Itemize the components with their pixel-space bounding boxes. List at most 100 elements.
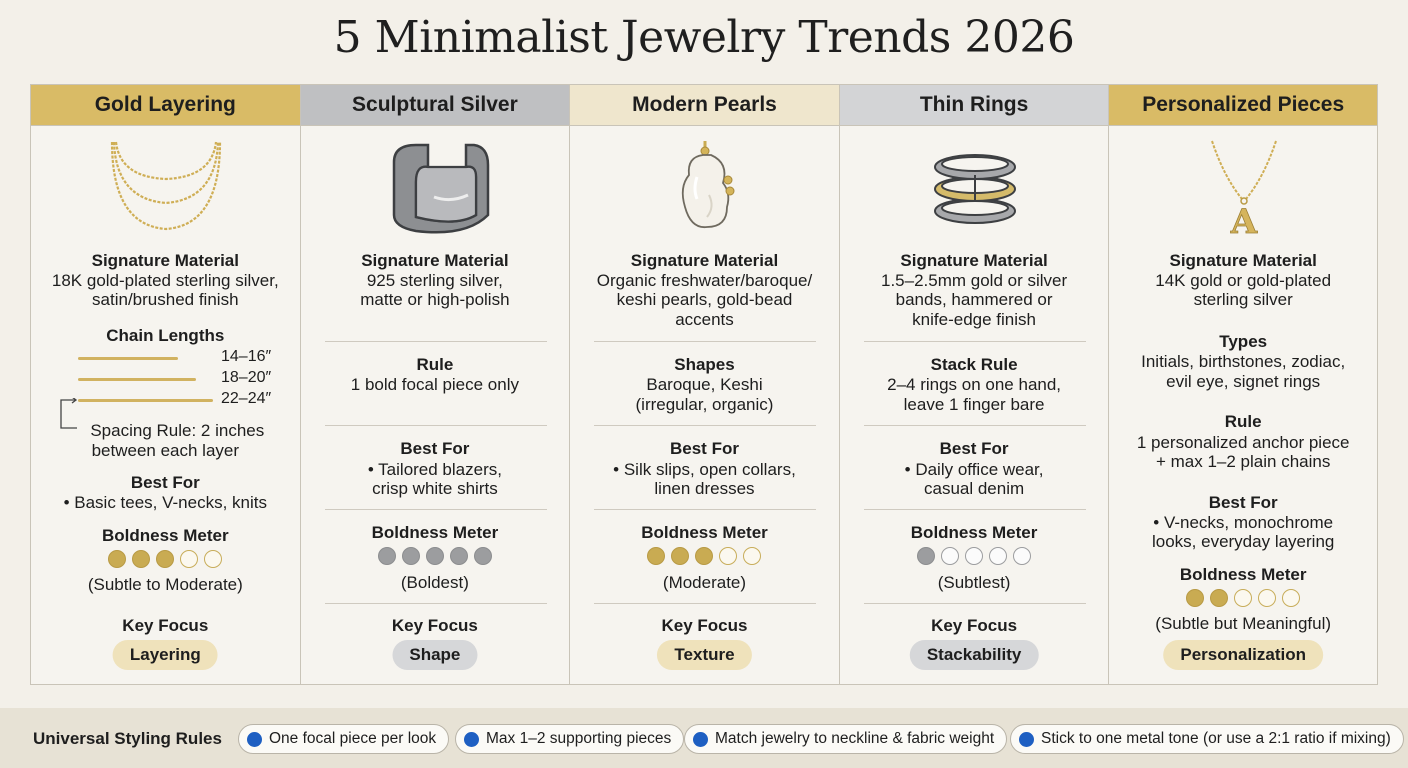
spacing-rule: between each layer xyxy=(91,441,240,460)
types-label: Types xyxy=(1219,332,1268,351)
boldness-dot-filled xyxy=(156,550,175,568)
universal-rules-bar: Universal Styling Rules One focal piece … xyxy=(0,708,1408,768)
boldness-dot-empty xyxy=(1013,547,1032,565)
silver-cuff-icon xyxy=(392,143,489,234)
rule-chip-text: Match jewelry to neckline & fabric weigh… xyxy=(715,730,995,747)
column-modern-pearls: Modern Pearls Signature Material Organic… xyxy=(570,85,840,684)
boldness-dot-empty xyxy=(743,547,762,565)
boldness-text: (Subtle to Moderate) xyxy=(87,575,243,594)
bullet-dot-icon xyxy=(464,731,479,747)
divider xyxy=(324,425,547,426)
divider xyxy=(863,603,1086,604)
boldness-dot-empty xyxy=(180,550,199,568)
boldness-meter xyxy=(301,547,570,565)
material-label: Signature Material xyxy=(361,251,509,270)
bestfor-line: • Daily office wear, xyxy=(904,460,1044,479)
column-header: Modern Pearls xyxy=(570,85,839,126)
column-sculptural-silver: Sculptural Silver Signature Material 925… xyxy=(300,85,571,684)
stacked-rings-icon xyxy=(933,154,1016,224)
divider xyxy=(594,341,817,342)
bestfor-line: crisp white shirts xyxy=(372,479,498,498)
key-focus-label: Key Focus xyxy=(122,616,209,635)
boldness-dot-empty xyxy=(965,547,984,565)
boldness-meter xyxy=(570,547,839,565)
rule-chip: Max 1–2 supporting pieces xyxy=(455,724,685,754)
boldness-text: (Boldest) xyxy=(400,573,469,592)
bestfor-line: • Tailored blazers, xyxy=(367,460,502,479)
key-focus-badge: Stackability xyxy=(909,640,1039,670)
divider xyxy=(594,425,817,426)
boldness-dot-empty xyxy=(989,547,1008,565)
rule-label: Rule xyxy=(416,355,454,374)
column-thin-rings: Thin Rings Signature Material 1.5–2.5mm … xyxy=(839,85,1110,684)
rule-chip-text: Max 1–2 supporting pieces xyxy=(486,730,672,747)
initial-pendant-icon: A xyxy=(1211,140,1278,237)
shapes-label: Shapes xyxy=(674,355,735,374)
material-line: accents xyxy=(675,310,734,329)
boldness-text: (Subtlest) xyxy=(937,573,1011,592)
boldness-dot-filled xyxy=(425,547,444,565)
trends-grid: Gold Layering Signature Material 18K gol… xyxy=(30,84,1378,685)
types-line: Initials, birthstones, zodiac, xyxy=(1141,352,1346,371)
chain-line-medium xyxy=(78,378,196,381)
boldness-dot-filled xyxy=(695,547,714,565)
bestfor-label: Best For xyxy=(939,439,1009,458)
rule-chip: One focal piece per look xyxy=(238,724,450,754)
boldness-dot-filled xyxy=(1186,589,1205,607)
bestfor-line: linen dresses xyxy=(654,479,755,498)
boldness-dot-empty xyxy=(1234,589,1253,607)
page-title: 5 Minimalist Jewelry Trends 2026 xyxy=(333,12,1075,63)
boldness-dot-empty xyxy=(204,550,223,568)
column-header: Personalized Pieces xyxy=(1109,85,1377,126)
bestfor-line: • V-necks, monochrome xyxy=(1153,513,1334,532)
rule-chip: Stick to one metal tone (or use a 2:1 ra… xyxy=(1010,724,1404,754)
boldness-meter xyxy=(1109,589,1377,607)
bestfor-line: casual denim xyxy=(923,479,1025,498)
divider xyxy=(324,509,547,510)
column-header: Thin Rings xyxy=(839,85,1109,126)
spacing-bracket-icon xyxy=(60,398,78,429)
boldness-dot-filled xyxy=(647,547,666,565)
key-focus-badge: Personalization xyxy=(1163,640,1323,670)
material-line: 1.5–2.5mm gold or silver xyxy=(881,271,1068,290)
bestfor-line: • Basic tees, V-necks, knits xyxy=(63,493,267,512)
universal-rules-label: Universal Styling Rules xyxy=(33,729,222,748)
boldness-meter xyxy=(31,550,300,568)
material-line: 925 sterling silver, xyxy=(366,271,503,290)
bestfor-label: Best For xyxy=(130,473,200,492)
boldness-label: Boldness Meter xyxy=(910,523,1038,542)
material-line: matte or high-polish xyxy=(360,290,510,309)
material-line: satin/brushed finish xyxy=(92,290,239,309)
boldness-dot-empty xyxy=(941,547,960,565)
boldness-dot-filled xyxy=(108,550,127,568)
material-line: Organic freshwater/baroque/ xyxy=(596,271,813,290)
boldness-label: Boldness Meter xyxy=(102,526,229,545)
divider xyxy=(594,603,817,604)
material-label: Signature Material xyxy=(630,251,779,270)
bestfor-label: Best For xyxy=(670,439,739,458)
boldness-dot-filled xyxy=(401,547,420,565)
key-focus-badge: Layering xyxy=(112,640,218,670)
boldness-meter xyxy=(840,547,1109,565)
boldness-dot-filled xyxy=(449,547,468,565)
rule-chip-text: Stick to one metal tone (or use a 2:1 ra… xyxy=(1041,730,1391,747)
boldness-dot-empty xyxy=(1282,589,1301,607)
stack-rule-line: leave 1 finger bare xyxy=(903,395,1045,414)
boldness-label: Boldness Meter xyxy=(371,523,499,542)
types-line: evil eye, signet rings xyxy=(1166,372,1321,391)
material-line: 14K gold or gold-plated xyxy=(1155,271,1332,290)
divider xyxy=(324,341,547,342)
chain-line-long xyxy=(78,399,213,402)
chain-length: 14–16″ xyxy=(221,348,272,365)
column-header: Gold Layering xyxy=(31,85,300,126)
pendant-letter: A xyxy=(1230,202,1258,237)
rule-line: 1 personalized anchor piece xyxy=(1136,433,1350,452)
rule-line: + max 1–2 plain chains xyxy=(1155,452,1331,471)
bestfor-label: Best For xyxy=(400,439,470,458)
bullet-dot-icon xyxy=(1019,731,1034,747)
boldness-dot-filled xyxy=(671,547,690,565)
rule-chip: Match jewelry to neckline & fabric weigh… xyxy=(684,724,1008,754)
boldness-dot-empty xyxy=(1258,589,1277,607)
chain-lengths-label: Chain Lengths xyxy=(106,326,225,345)
stack-rule-line: 2–4 rings on one hand, xyxy=(887,375,1062,394)
